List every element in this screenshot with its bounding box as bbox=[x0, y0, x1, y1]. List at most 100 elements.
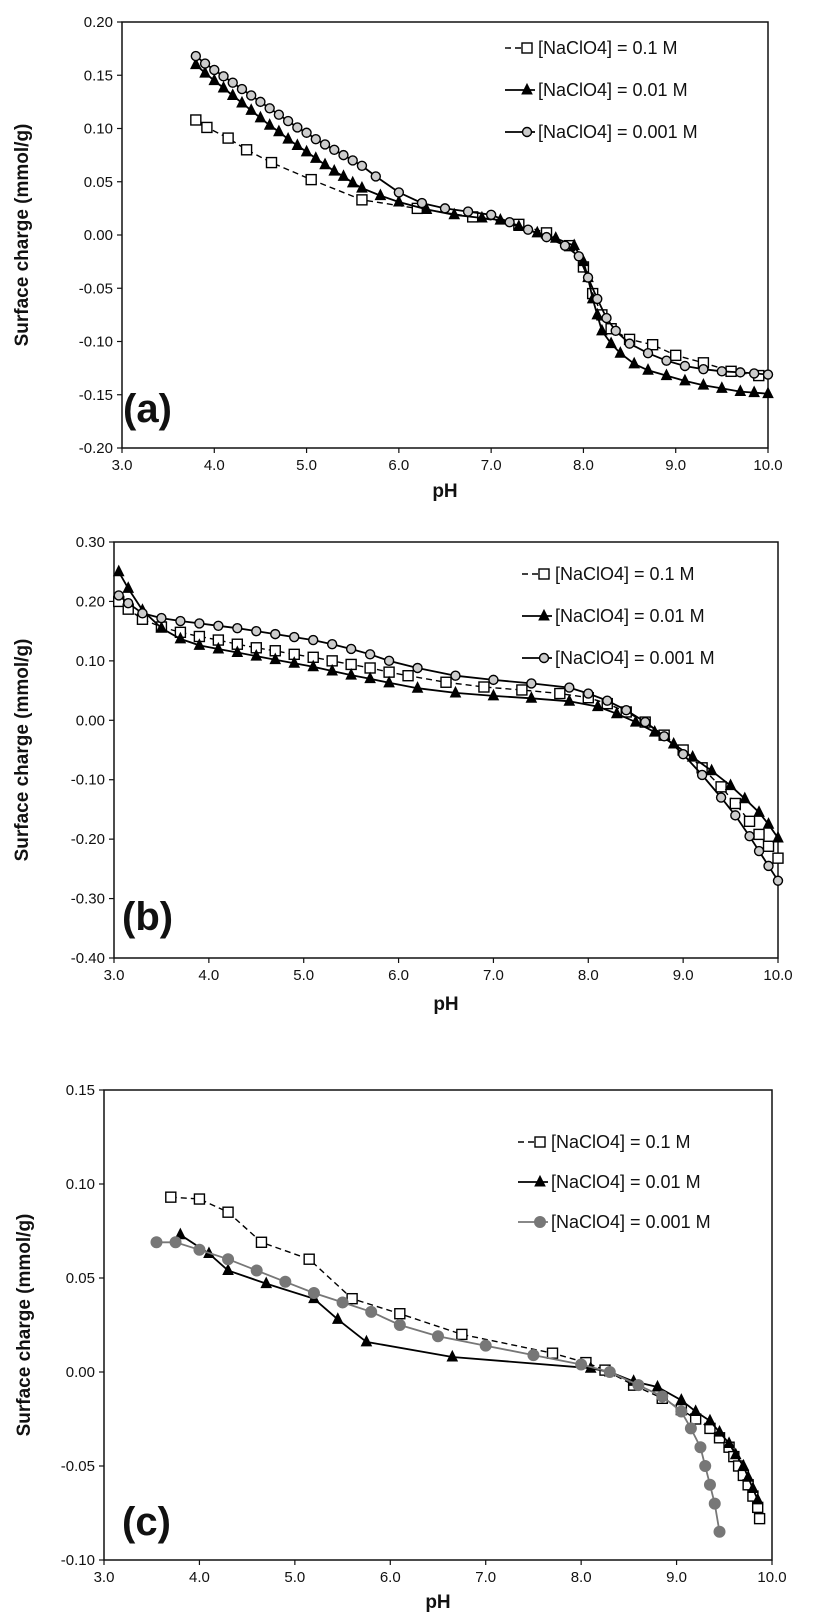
panel-label: (a) bbox=[123, 387, 172, 431]
data-point bbox=[504, 217, 515, 228]
data-point bbox=[762, 817, 775, 829]
data-point bbox=[282, 115, 294, 127]
data-point bbox=[723, 1436, 735, 1448]
y-tick-label: -0.15 bbox=[79, 387, 113, 404]
y-tick-label: 0.20 bbox=[76, 593, 105, 610]
data-point bbox=[346, 175, 359, 188]
data-point bbox=[446, 1349, 459, 1362]
data-point bbox=[679, 373, 691, 386]
x-tick-label: 3.0 bbox=[112, 457, 133, 474]
data-point bbox=[735, 367, 746, 378]
legend-marker bbox=[521, 82, 533, 95]
data-point bbox=[209, 64, 220, 76]
data-point bbox=[487, 688, 500, 701]
data-point bbox=[747, 1481, 759, 1494]
x-tick-label: 7.0 bbox=[481, 457, 502, 474]
data-point bbox=[568, 238, 581, 251]
series-2 bbox=[112, 564, 784, 843]
y-tick-label: -0.20 bbox=[71, 831, 105, 848]
data-point bbox=[383, 666, 395, 678]
data-point bbox=[677, 748, 689, 760]
data-point bbox=[705, 763, 718, 776]
data-point bbox=[193, 1193, 206, 1205]
data-point bbox=[743, 815, 756, 828]
data-point bbox=[364, 649, 376, 660]
data-point bbox=[150, 1236, 163, 1249]
x-tick-label: 9.0 bbox=[666, 1569, 687, 1586]
data-point bbox=[374, 188, 387, 201]
data-point bbox=[155, 621, 168, 633]
data-point bbox=[713, 1425, 726, 1437]
x-tick-label: 9.0 bbox=[673, 967, 694, 984]
data-point bbox=[383, 655, 395, 667]
data-point bbox=[684, 1422, 697, 1435]
y-tick-label: 0.05 bbox=[66, 1270, 95, 1287]
data-point bbox=[591, 307, 604, 320]
legend: [NaClO4] = 0.1 M [NaClO4] = 0.01 M [NaClO4… bbox=[505, 38, 698, 142]
x-tick-label: 10.0 bbox=[763, 967, 792, 984]
data-point bbox=[753, 805, 765, 817]
y-tick-label: 0.10 bbox=[84, 121, 113, 138]
data-point bbox=[411, 681, 424, 693]
data-point bbox=[264, 103, 275, 114]
data-point bbox=[245, 90, 257, 101]
data-point bbox=[240, 144, 253, 156]
data-point bbox=[194, 618, 205, 629]
data-point bbox=[675, 1405, 688, 1418]
data-point bbox=[383, 675, 395, 688]
y-axis-label: Surface charge (mmol/g) bbox=[14, 1214, 35, 1437]
chart-panel-1: 3.0 4.0 5.0 6.0 7.0 8.0 9.0 10.0 -0.20 -0.15 -0.10… bbox=[12, 14, 783, 502]
plot-frame bbox=[103, 1089, 773, 1561]
data-point bbox=[610, 706, 623, 719]
data-point bbox=[273, 109, 285, 120]
data-point bbox=[255, 96, 266, 108]
x-tick-label: 6.0 bbox=[380, 1569, 401, 1586]
y-tick-label: -0.05 bbox=[61, 1458, 95, 1475]
data-point bbox=[420, 202, 433, 214]
legend: [NaClO4] = 0.1 M [NaClO4] = 0.01 M [NaClO4… bbox=[522, 564, 715, 668]
data-point bbox=[456, 1328, 468, 1341]
data-point bbox=[123, 598, 134, 609]
data-point bbox=[658, 731, 670, 742]
y-tick-label: 0.30 bbox=[76, 534, 105, 551]
data-point bbox=[356, 194, 368, 206]
data-point bbox=[199, 66, 211, 78]
data-point bbox=[291, 138, 304, 151]
data-point bbox=[345, 643, 357, 655]
legend-entry: [NaClO4] = 0.01 M bbox=[538, 80, 688, 100]
data-point bbox=[222, 1253, 235, 1266]
x-tick-label: 4.0 bbox=[189, 1569, 210, 1586]
data-point bbox=[751, 1492, 764, 1505]
data-point bbox=[591, 699, 604, 712]
data-point bbox=[670, 349, 682, 362]
plot-frame bbox=[113, 541, 779, 959]
data-point bbox=[416, 197, 428, 209]
data-point bbox=[250, 648, 263, 661]
legend-entry: [NaClO4] = 0.01 M bbox=[555, 606, 705, 626]
data-point bbox=[546, 1347, 559, 1359]
data-point bbox=[632, 1379, 645, 1392]
data-point bbox=[439, 203, 451, 214]
data-point bbox=[554, 687, 566, 700]
data-point bbox=[227, 77, 238, 88]
data-point bbox=[402, 670, 414, 682]
data-point bbox=[689, 1404, 702, 1416]
legend-entry: [NaClO4] = 0.001 M bbox=[551, 1212, 711, 1232]
data-point bbox=[122, 581, 135, 593]
legend: [NaClO4] = 0.1 M [NaClO4] = 0.01 M [NaClO4… bbox=[518, 1132, 711, 1232]
series-line bbox=[118, 594, 779, 882]
data-point bbox=[336, 1296, 349, 1309]
data-point bbox=[679, 360, 691, 372]
y-tick-label: -0.10 bbox=[79, 334, 113, 351]
data-point bbox=[310, 133, 321, 145]
data-point bbox=[308, 634, 319, 646]
data-point bbox=[476, 210, 488, 223]
y-tick-label: 0.00 bbox=[66, 1364, 95, 1381]
data-point bbox=[300, 144, 313, 157]
data-point bbox=[226, 88, 239, 100]
series-1 bbox=[113, 595, 784, 864]
data-point bbox=[213, 620, 224, 631]
legend-marker bbox=[521, 42, 533, 54]
data-point bbox=[642, 348, 654, 359]
data-point bbox=[621, 704, 632, 716]
